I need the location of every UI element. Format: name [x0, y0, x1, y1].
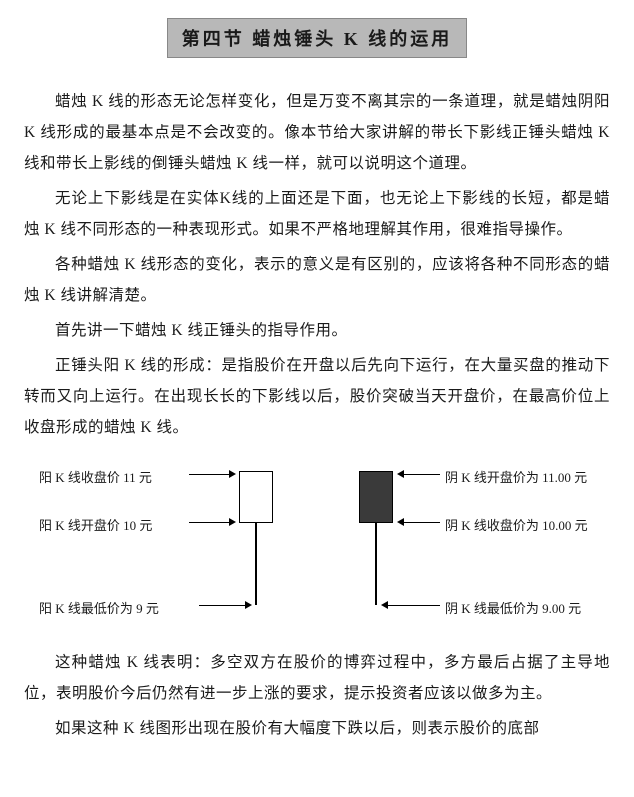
yin-open-label: 阴 K 线开盘价为 11.00 元 — [445, 467, 587, 486]
yang-open-label: 阳 K 线开盘价 10 元 — [39, 515, 152, 534]
yang-low-label: 阳 K 线最低价为 9 元 — [39, 598, 159, 617]
yin-candle-wick — [375, 523, 377, 605]
yang-candle-block: 阳 K 线收盘价 11 元 阳 K 线开盘价 10 元 阳 K 线最低价为 9 … — [39, 463, 299, 633]
paragraph-7: 如果这种 K 线图形出现在股价有大幅度下跌以后，则表示股价的底部 — [24, 713, 610, 744]
candlestick-diagram: 阳 K 线收盘价 11 元 阳 K 线开盘价 10 元 阳 K 线最低价为 9 … — [24, 463, 610, 633]
paragraph-5: 正锤头阳 K 线的形成：是指股价在开盘以后先向下运行，在大量买盘的推动下转而又向… — [24, 350, 610, 443]
yang-candle-wick — [255, 523, 257, 605]
paragraph-6: 这种蜡烛 K 线表明：多空双方在股价的博弈过程中，多方最后占据了主导地位，表明股… — [24, 647, 610, 709]
yin-close-label: 阴 K 线收盘价为 10.00 元 — [445, 515, 588, 534]
yin-candle-body — [359, 471, 393, 523]
yin-candle-block: 阴 K 线开盘价为 11.00 元 阴 K 线收盘价为 10.00 元 阴 K … — [335, 463, 595, 633]
paragraph-1: 蜡烛 K 线的形态无论怎样变化，但是万变不离其宗的一条道理，就是蜡烛阴阳 K 线… — [24, 86, 610, 179]
paragraph-2: 无论上下影线是在实体K线的上面还是下面，也无论上下影线的长短，都是蜡烛 K 线不… — [24, 183, 610, 245]
paragraph-3: 各种蜡烛 K 线形态的变化，表示的意义是有区别的，应该将各种不同形态的蜡烛 K … — [24, 249, 610, 311]
yang-close-label: 阳 K 线收盘价 11 元 — [39, 467, 152, 486]
paragraph-4: 首先讲一下蜡烛 K 线正锤头的指导作用。 — [24, 315, 610, 346]
section-title: 第四节 蜡烛锤头 K 线的运用 — [167, 18, 468, 58]
yin-low-label: 阴 K 线最低价为 9.00 元 — [445, 598, 581, 617]
yang-candle-body — [239, 471, 273, 523]
